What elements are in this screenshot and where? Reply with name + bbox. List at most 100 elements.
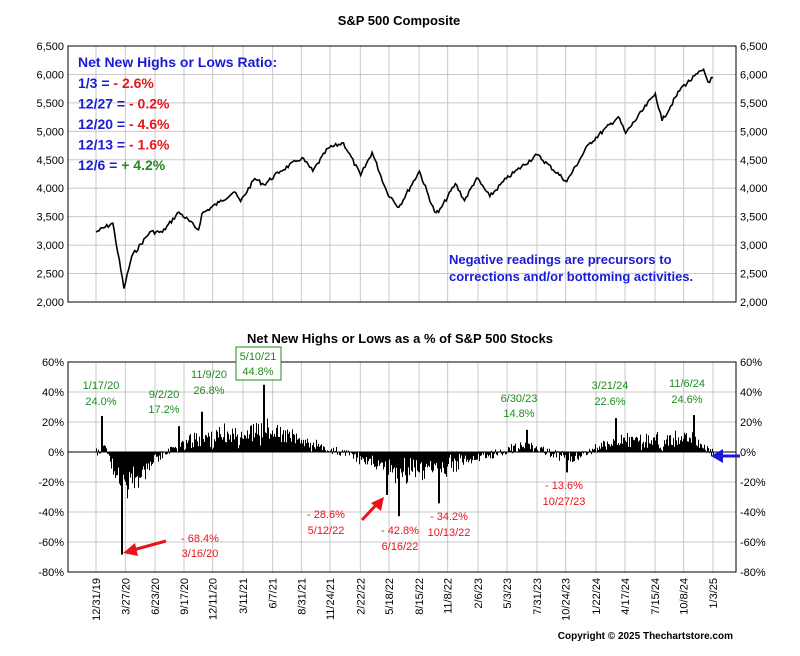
breadth-bar xyxy=(186,439,187,452)
y-tick-label: -20% xyxy=(740,477,766,489)
y-tick-label: 3,500 xyxy=(36,212,64,224)
y-tick-label: 5,000 xyxy=(740,126,768,138)
breadth-bar xyxy=(546,452,547,454)
red-arrow-shaft xyxy=(132,539,167,552)
y-tick-label: 2,000 xyxy=(36,297,64,309)
breadth-bar xyxy=(240,437,241,452)
breadth-bar xyxy=(296,433,297,452)
breadth-bar xyxy=(436,452,437,463)
breadth-bar xyxy=(254,437,255,452)
breadth-bar xyxy=(327,450,328,452)
breadth-bar xyxy=(588,452,589,453)
breadth-bar xyxy=(516,451,517,452)
breadth-bar xyxy=(661,449,662,452)
breadth-bar xyxy=(363,452,364,459)
breadth-bar xyxy=(686,432,687,452)
callout-date: 10/13/22 xyxy=(428,527,471,539)
breadth-bar xyxy=(536,446,537,452)
breadth-bar xyxy=(641,450,642,452)
breadth-bar xyxy=(285,430,286,452)
y-tick-label: -20% xyxy=(38,477,64,489)
breadth-bar xyxy=(272,430,273,452)
breadth-bar xyxy=(383,452,384,470)
breadth-bar xyxy=(598,449,599,452)
breadth-bar xyxy=(390,452,391,472)
breadth-bar xyxy=(207,437,208,452)
breadth-bar xyxy=(278,436,279,452)
y-tick-label: 0% xyxy=(740,447,756,459)
breadth-bar xyxy=(200,446,201,452)
breadth-bar xyxy=(697,446,698,452)
breadth-bar xyxy=(581,452,582,457)
callout-value: 22.6% xyxy=(594,396,625,408)
breadth-bar xyxy=(276,427,277,452)
breadth-bar xyxy=(690,438,691,452)
breadth-bar xyxy=(287,429,288,452)
breadth-bar xyxy=(145,452,146,480)
callout-value: 24.6% xyxy=(671,394,702,406)
breadth-bar xyxy=(646,433,647,452)
red-arrow-icon xyxy=(123,539,167,556)
breadth-bar xyxy=(225,441,226,452)
breadth-bar xyxy=(239,445,240,452)
breadth-bar xyxy=(300,443,301,452)
breadth-bar xyxy=(408,452,409,468)
breadth-bar xyxy=(112,452,113,459)
breadth-bar xyxy=(520,442,521,452)
breadth-bar xyxy=(384,452,385,467)
breadth-bar xyxy=(391,452,392,466)
breadth-bar xyxy=(691,442,692,452)
breadth-bar xyxy=(305,439,306,452)
breadth-bar xyxy=(417,452,418,471)
x-tick-label: 5/18/22 xyxy=(384,578,396,615)
breadth-bar xyxy=(556,452,557,458)
breadth-bar xyxy=(400,452,401,469)
breadth-bar xyxy=(497,452,498,456)
breadth-bar xyxy=(161,451,162,452)
breadth-bar xyxy=(412,452,413,472)
breadth-bar xyxy=(712,448,713,452)
breadth-bar xyxy=(208,432,209,452)
breadth-bar xyxy=(210,447,211,452)
breadth-bar xyxy=(603,440,604,452)
x-tick-label: 1/22/24 xyxy=(591,578,603,615)
breadth-bar xyxy=(162,452,163,459)
breadth-bar xyxy=(258,424,259,452)
breadth-bar xyxy=(96,448,97,452)
breadth-bar xyxy=(512,452,513,454)
breadth-bar xyxy=(462,452,463,463)
x-axis-labels: 12/31/19 3/27/20 6/23/20 9/17/20 12/11/20 3/1… xyxy=(91,578,720,621)
breadth-bar xyxy=(665,444,666,452)
breadth-bar xyxy=(649,443,650,452)
breadth-bar xyxy=(233,433,234,452)
callout-value: - 42.8% xyxy=(381,525,419,537)
callout-box xyxy=(235,346,282,381)
top-chart-title: S&P 500 Composite xyxy=(338,13,461,28)
breadth-bar xyxy=(666,439,667,452)
y-tick-label: 3,500 xyxy=(740,212,768,224)
breadth-bar xyxy=(349,452,350,456)
y-tick-label: 0% xyxy=(48,447,64,459)
breadth-bar xyxy=(679,443,680,452)
breadth-bar xyxy=(132,452,133,484)
breadth-bar xyxy=(550,452,551,457)
breadth-bar xyxy=(155,452,156,455)
breadth-bar xyxy=(476,452,477,460)
breadth-bar xyxy=(410,452,411,459)
breadth-bar xyxy=(644,447,645,452)
breadth-bar xyxy=(647,447,648,452)
breadth-bar xyxy=(245,435,246,452)
breadth-bar xyxy=(548,452,549,453)
ratio-value: - 1.6% xyxy=(125,137,170,153)
breadth-bar xyxy=(592,448,593,452)
breadth-bar xyxy=(232,428,233,452)
breadth-bar xyxy=(294,434,295,452)
breadth-bar xyxy=(319,446,320,452)
breadth-bar xyxy=(631,436,632,452)
breadth-bar xyxy=(552,452,553,454)
breadth-bar xyxy=(423,452,424,471)
breadth-bar xyxy=(396,452,397,468)
breadth-bar xyxy=(589,448,590,452)
callout-nov20: 11/9/20 26.8% xyxy=(191,369,227,397)
breadth-bar xyxy=(480,452,481,456)
